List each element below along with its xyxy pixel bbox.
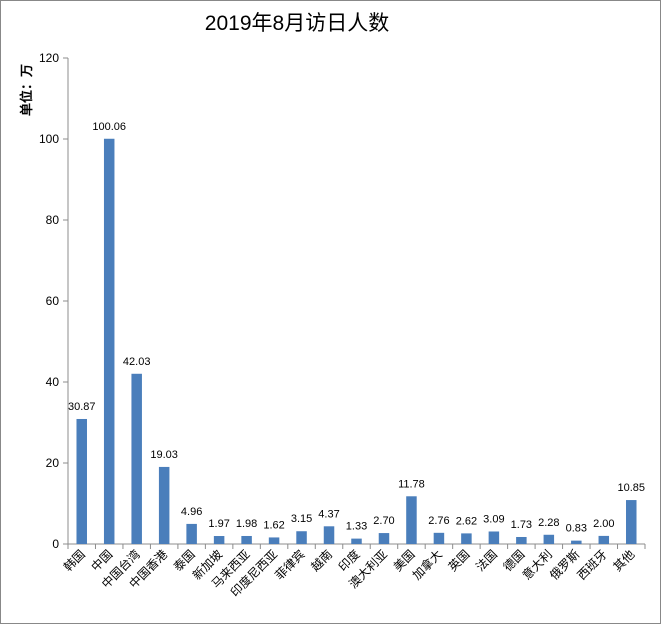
data-label: 2.00	[593, 518, 614, 530]
data-label: 3.09	[483, 513, 504, 525]
data-label: 2.70	[373, 515, 394, 527]
data-label: 2.62	[456, 515, 477, 527]
bar	[598, 535, 610, 544]
y-tick-label: 40	[46, 375, 60, 389]
bar	[351, 538, 362, 544]
data-label: 4.37	[318, 508, 339, 520]
bar	[158, 466, 170, 544]
bar	[296, 531, 307, 544]
data-label: 1.97	[208, 518, 229, 530]
data-label: 42.03	[123, 356, 151, 368]
data-label: 1.98	[236, 518, 257, 530]
x-tick-label: 韩国	[60, 547, 88, 575]
bar	[433, 532, 445, 544]
data-label: 1.33	[346, 521, 367, 533]
x-tick-label: 其他	[611, 547, 638, 574]
bar	[378, 533, 390, 544]
bar	[241, 535, 252, 544]
bar	[131, 373, 142, 544]
data-labels: 30.87 100.06 42.03 19.03 4.96 1.97 1.98 1.62 3.1…	[68, 121, 645, 535]
y-tick-label: 60	[46, 294, 60, 308]
data-label: 1.73	[511, 519, 532, 531]
data-label: 10.85	[617, 482, 645, 494]
bar	[103, 138, 115, 544]
x-tick-label: 菲律宾	[272, 547, 308, 583]
y-tick-label: 0	[52, 537, 59, 551]
data-label: 3.15	[291, 513, 312, 525]
data-label: 30.87	[68, 401, 96, 413]
y-tick-label: 120	[39, 51, 59, 65]
y-tick-label: 80	[46, 213, 60, 227]
x-tick-label: 西班牙	[575, 547, 610, 582]
bar	[76, 418, 87, 544]
bar	[571, 540, 582, 544]
bar	[626, 500, 637, 544]
x-tick-label: 俄罗斯	[547, 547, 582, 582]
bar	[268, 537, 280, 544]
bar	[516, 536, 527, 544]
bar	[488, 531, 500, 544]
x-tick-label: 英国	[446, 547, 473, 574]
y-tick-label: 100	[39, 132, 59, 146]
data-label: 4.96	[181, 506, 202, 518]
x-tick-label: 意大利	[519, 547, 555, 583]
data-label: 2.76	[428, 515, 449, 527]
chart-title: 2019年8月访日人数	[205, 12, 389, 35]
data-label: 0.83	[566, 523, 587, 535]
bar	[406, 496, 417, 544]
x-tick-label: 加拿大	[409, 547, 445, 583]
bar	[461, 533, 472, 544]
bar	[323, 526, 335, 544]
x-tick-label: 法国	[473, 547, 500, 574]
data-label: 19.03	[150, 449, 178, 461]
bars	[76, 138, 637, 544]
data-label: 1.62	[263, 519, 284, 531]
data-label: 2.28	[538, 517, 559, 529]
y-tick-label: 20	[46, 456, 60, 470]
bar	[543, 534, 555, 544]
x-tick-label: 越南	[308, 547, 336, 575]
bar	[213, 536, 225, 544]
y-axis-unit-label: 单位：万	[19, 64, 35, 116]
bar	[186, 523, 197, 544]
data-label: 100.06	[92, 121, 126, 133]
data-label: 11.78	[398, 478, 425, 490]
axes: 0 20 40 60 80 100 120	[39, 51, 646, 551]
